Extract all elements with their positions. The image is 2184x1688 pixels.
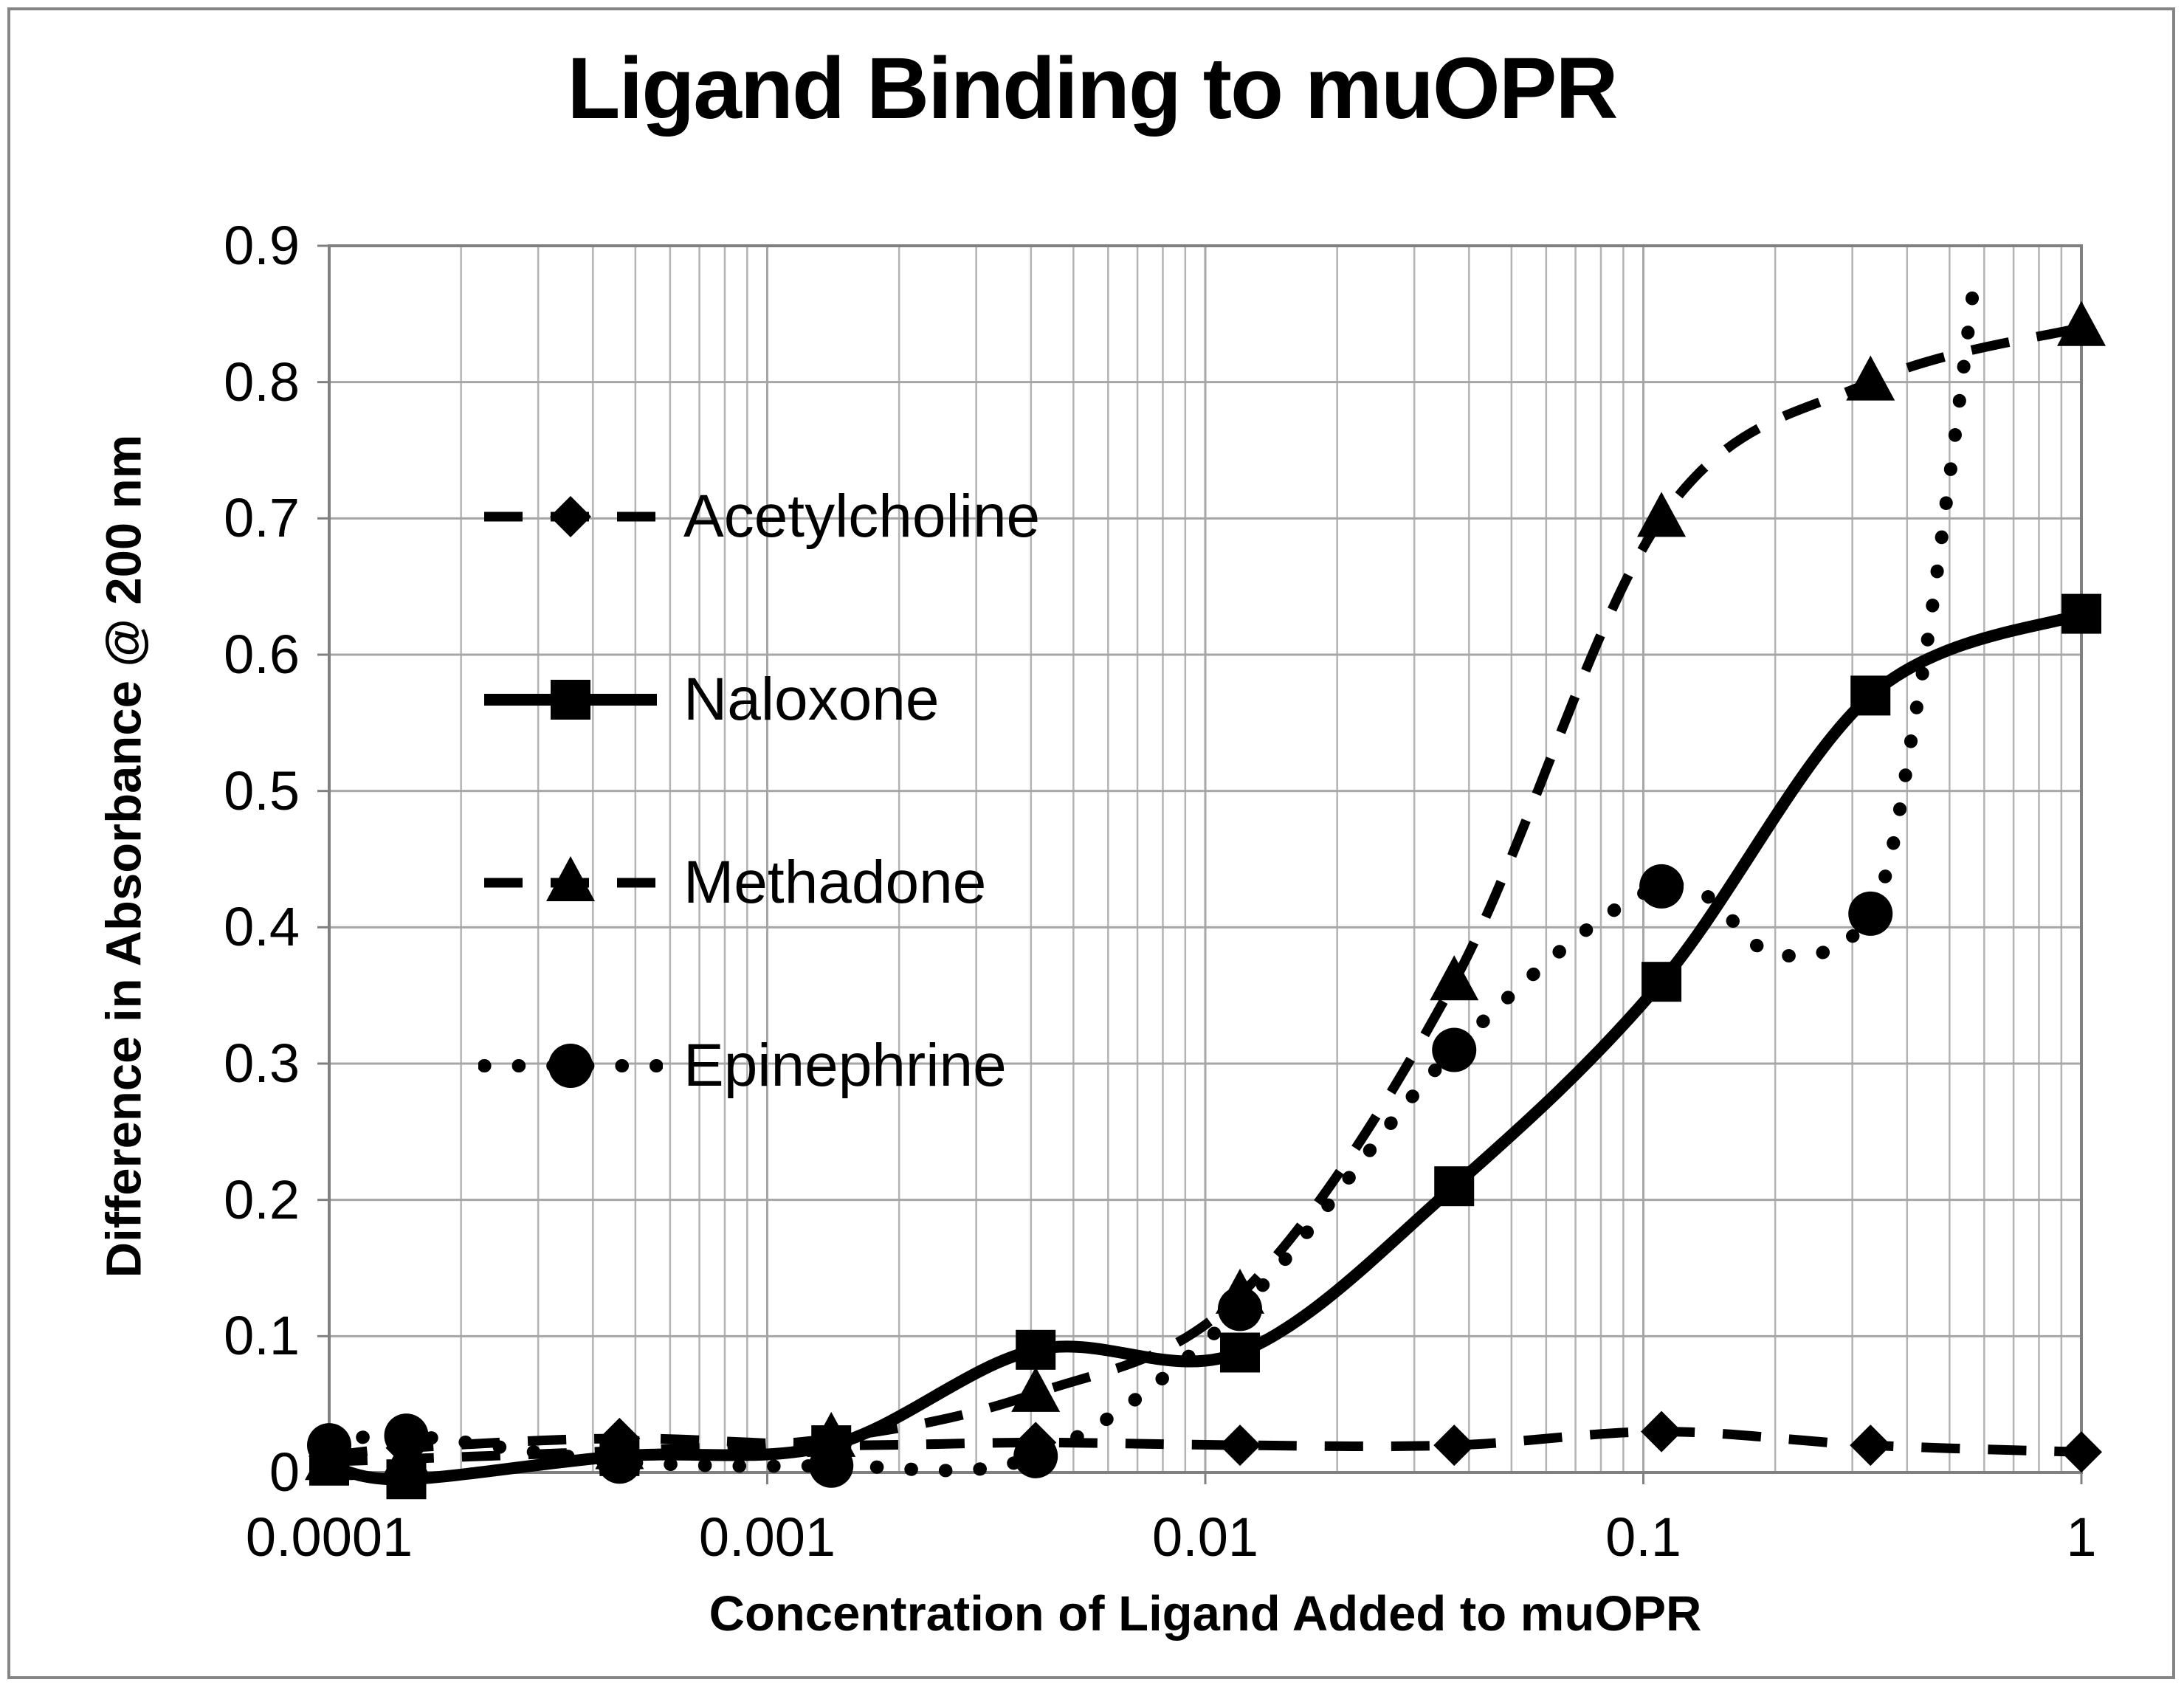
circle-marker [307, 1423, 351, 1468]
legend-item-naloxone: Naloxone [478, 608, 1040, 791]
y-tick-label: 0.8 [224, 351, 300, 413]
acetylcholine-line-sample-icon [484, 496, 657, 537]
square-marker [1219, 1332, 1260, 1373]
triangle-marker [1011, 1366, 1061, 1412]
legend-item-acetylcholine: Acetylcholine [478, 425, 1040, 608]
chart-title: Ligand Binding to muOPR [567, 40, 1618, 137]
square-marker [551, 680, 590, 720]
square-marker [2061, 593, 2101, 634]
naloxone-line-sample-icon [484, 680, 657, 720]
x-tick-label: 1 [2066, 1506, 2097, 1568]
y-tick-label: 0.6 [224, 624, 300, 685]
x-tick-label: 0.01 [1151, 1506, 1259, 1568]
legend-item-methadone: Methadone [478, 791, 1040, 974]
legend-label-acetylcholine: Acetylcholine [683, 483, 1041, 550]
legend-label-naloxone: Naloxone [683, 666, 940, 733]
legend-label-methadone: Methadone [683, 849, 987, 916]
circle-marker [809, 1443, 854, 1488]
circle-marker [1639, 864, 1684, 909]
diamond-marker [1641, 1410, 1683, 1453]
triangle-marker [807, 1411, 856, 1457]
triangle-marker [546, 856, 595, 901]
square-marker [1642, 962, 1682, 1002]
series-epinephrine [307, 259, 1983, 1488]
legend: Acetylcholine Naloxone Methadone Epineph… [478, 425, 1040, 1157]
circle-marker [1217, 1286, 1262, 1332]
legend-label-epinephrine: Epinephrine [683, 1032, 1007, 1099]
legend-item-epinephrine: Epinephrine [478, 974, 1040, 1157]
diamond-marker [1433, 1425, 1475, 1467]
triangle-marker [2057, 300, 2106, 346]
x-tick-label: 0.0001 [245, 1506, 413, 1568]
y-tick-label: 0.9 [224, 215, 300, 276]
triangle-marker [1637, 492, 1687, 537]
square-marker [1434, 1166, 1475, 1207]
y-tick-label: 0.4 [224, 896, 300, 958]
square-marker [1016, 1329, 1056, 1370]
x-axis-title: Concentration of Ligand Added to muOPR [709, 1586, 1702, 1642]
circle-marker [1432, 1027, 1477, 1072]
diamond-marker [1850, 1425, 1892, 1467]
series-line-epinephrine [323, 259, 1983, 1478]
circle-marker [548, 1044, 593, 1088]
plot-border [328, 244, 2083, 1474]
methadone-line-sample-icon [484, 856, 657, 901]
gridlines [329, 244, 2083, 1472]
circle-marker [1848, 891, 1893, 936]
square-marker [1850, 675, 1891, 716]
triangle-marker [1846, 355, 1895, 401]
circle-marker [597, 1439, 642, 1484]
y-tick-label: 0.7 [224, 487, 300, 549]
circle-marker [384, 1413, 429, 1458]
diamond-marker [1219, 1425, 1261, 1467]
y-tick-label: 0.3 [224, 1033, 300, 1094]
diamond-marker [550, 496, 591, 537]
y-tick-label: 0.5 [224, 759, 300, 821]
x-tick-label: 0.001 [698, 1506, 836, 1568]
y-tick-label: 0.2 [224, 1168, 300, 1230]
diamond-marker [2061, 1431, 2102, 1473]
y-tick-label: 0 [269, 1441, 300, 1503]
circle-marker [1013, 1433, 1058, 1478]
y-tick-label: 0.1 [224, 1305, 300, 1367]
epinephrine-line-sample-icon [478, 1044, 663, 1088]
x-tick-label: 0.1 [1605, 1506, 1681, 1568]
triangle-marker [1430, 955, 1479, 1001]
